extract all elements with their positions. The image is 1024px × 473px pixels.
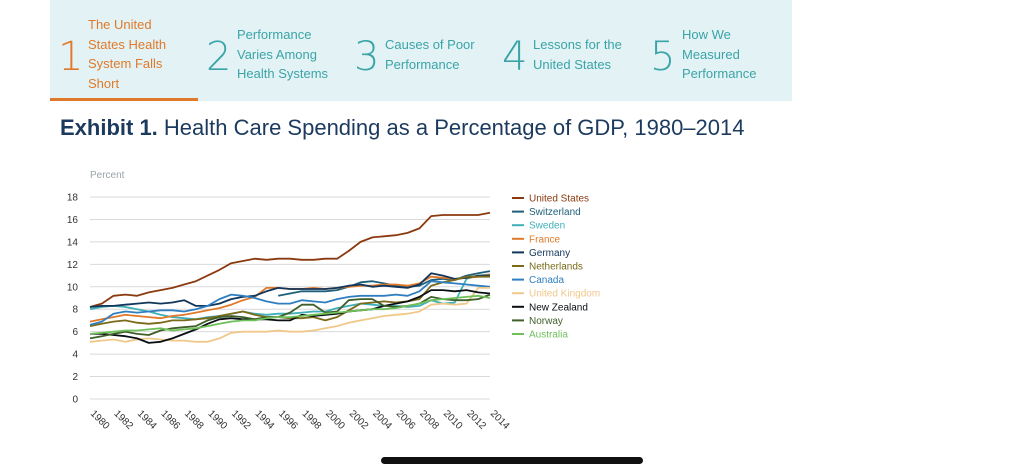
tab-label: Causes of Poor Performance bbox=[385, 37, 475, 72]
exhibit-label: Exhibit 1. bbox=[60, 115, 158, 140]
x-tick-label: 1990 bbox=[206, 408, 230, 432]
x-tick-label: 2014 bbox=[488, 408, 512, 432]
series-line-united-kingdom bbox=[89, 287, 490, 343]
legend-item: Switzerland bbox=[529, 207, 581, 218]
y-tick-label: 10 bbox=[67, 282, 79, 293]
tab-label: Performance Varies Among Health Systems bbox=[237, 27, 329, 81]
legend-item: Netherlands bbox=[529, 262, 583, 273]
tab-number: 5 bbox=[650, 34, 676, 80]
y-tick-label: 12 bbox=[67, 260, 79, 271]
tab-number: 1 bbox=[58, 34, 84, 80]
y-tick-label: 4 bbox=[72, 350, 78, 361]
exhibit-title: Exhibit 1. Health Care Spending as a Per… bbox=[60, 115, 744, 141]
x-tick-label: 1988 bbox=[182, 408, 206, 432]
y-tick-label: 2 bbox=[72, 372, 78, 383]
tab-section-1[interactable]: 1 The United States Health System Falls Sh… bbox=[50, 0, 198, 101]
x-tick-label: 2000 bbox=[323, 408, 347, 432]
x-tick-label: 1982 bbox=[111, 408, 135, 432]
x-tick-label: 1996 bbox=[276, 408, 300, 432]
y-tick-label: 18 bbox=[67, 193, 79, 204]
x-tick-label: 2004 bbox=[370, 408, 394, 432]
series-line-canada bbox=[89, 280, 491, 326]
series-line-united-states bbox=[89, 211, 491, 308]
legend-item: Norway bbox=[529, 316, 563, 327]
series-line-australia bbox=[89, 294, 491, 335]
legend-item: France bbox=[529, 234, 561, 245]
y-tick-label: 14 bbox=[67, 237, 79, 248]
x-tick-label: 2010 bbox=[441, 408, 465, 432]
y-axis-label: Percent bbox=[90, 170, 125, 181]
tab-section-4[interactable]: 4 Lessons for the United States bbox=[496, 0, 644, 101]
section-tabs: 1 The United States Health System Falls Sh… bbox=[50, 0, 792, 101]
home-indicator[interactable] bbox=[381, 457, 643, 464]
x-tick-label: 1986 bbox=[158, 408, 182, 432]
y-tick-label: 8 bbox=[72, 305, 78, 316]
exhibit-title-text: Health Care Spending as a Percentage of … bbox=[163, 115, 745, 140]
legend-item: Sweden bbox=[529, 221, 565, 232]
series-line-new-zealand bbox=[90, 289, 491, 344]
series-line-norway bbox=[89, 293, 491, 340]
x-tick-label: 1980 bbox=[88, 408, 112, 432]
x-tick-label: 1998 bbox=[300, 408, 324, 432]
tab-number: 4 bbox=[502, 34, 528, 80]
legend-item: New Zealand bbox=[529, 302, 588, 313]
x-tick-label: 2002 bbox=[347, 408, 371, 432]
legend-item: United States bbox=[529, 194, 589, 205]
tab-section-5[interactable]: 5 How We Measured Performance bbox=[644, 0, 792, 101]
legend-item: United Kingdom bbox=[529, 289, 600, 300]
y-tick-label: 0 bbox=[72, 395, 78, 406]
y-tick-label: 6 bbox=[72, 327, 78, 338]
legend-item: Germany bbox=[529, 248, 570, 259]
tab-label: Lessons for the United States bbox=[533, 37, 622, 72]
legend-item: Australia bbox=[529, 330, 568, 341]
x-tick-label: 2012 bbox=[464, 408, 488, 432]
x-tick-label: 1992 bbox=[229, 408, 253, 432]
x-tick-label: 2008 bbox=[417, 408, 441, 432]
tab-label: The United States Health System Falls Shor… bbox=[88, 17, 167, 91]
tab-number: 3 bbox=[354, 34, 380, 80]
series-line-germany bbox=[89, 272, 490, 308]
tab-number: 2 bbox=[206, 34, 232, 80]
x-tick-label: 1984 bbox=[135, 408, 159, 432]
x-tick-label: 2006 bbox=[394, 408, 418, 432]
active-tab-indicator bbox=[50, 98, 198, 101]
y-tick-label: 16 bbox=[67, 215, 79, 226]
tab-label: How We Measured Performance bbox=[682, 27, 757, 81]
x-tick-label: 1994 bbox=[253, 408, 277, 432]
legend-item: Canada bbox=[529, 275, 564, 286]
tab-section-3[interactable]: 3 Causes of Poor Performance bbox=[348, 0, 496, 101]
tab-section-2[interactable]: 2 Performance Varies Among Health Systems bbox=[200, 0, 348, 101]
series-line-sweden bbox=[89, 273, 491, 321]
